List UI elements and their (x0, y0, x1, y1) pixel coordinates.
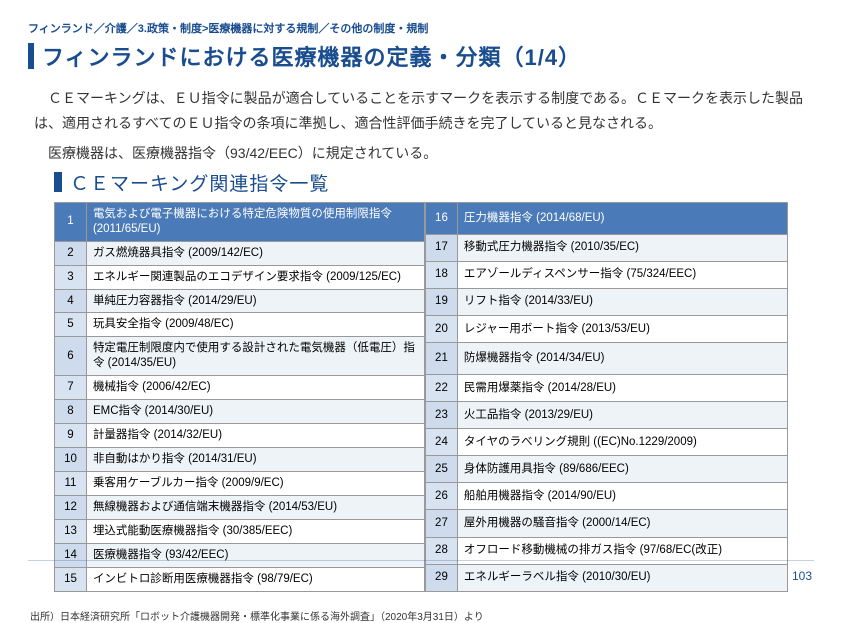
row-text: エネルギーラベル指令 (2010/30/EU) (457, 564, 787, 591)
row-text: レジャー用ボート指令 (2013/53/EU) (457, 316, 787, 343)
breadcrumb: フィンランド／介護／3.政策・制度>医療機器に対する規制／その他の制度・規制 (28, 20, 814, 36)
row-text: 火工品指令 (2013/29/EU) (457, 402, 787, 429)
row-text: ガス燃焼器具指令 (2009/142/EC) (86, 241, 424, 265)
row-number: 5 (55, 313, 87, 337)
row-number: 12 (55, 495, 87, 519)
row-number: 19 (425, 288, 457, 315)
directive-table-left: 1電気および電子機器における特定危険物質の使用制限指令 (2011/65/EU)… (54, 202, 425, 592)
row-number: 27 (425, 510, 457, 537)
table-row: 20レジャー用ボート指令 (2013/53/EU) (425, 316, 787, 343)
row-number: 10 (55, 448, 87, 472)
row-number: 18 (425, 261, 457, 288)
row-text: EMC指令 (2014/30/EU) (86, 400, 424, 424)
row-text: 船舶用機器指令 (2014/90/EU) (457, 483, 787, 510)
subsection-bar-icon (54, 172, 62, 192)
table-row: 9計量器指令 (2014/32/EU) (55, 424, 425, 448)
row-number: 6 (55, 337, 87, 376)
row-text: エネルギー関連製品のエコデザイン要求指令 (2009/125/EC) (86, 265, 424, 289)
table-row: 14医療機器指令 (93/42/EEC) (55, 543, 425, 567)
row-number: 7 (55, 376, 87, 400)
page-number: 103 (792, 569, 812, 583)
row-number: 26 (425, 483, 457, 510)
table-row: 5玩具安全指令 (2009/48/EC) (55, 313, 425, 337)
row-text: リフト指令 (2014/33/EU) (457, 288, 787, 315)
row-number: 4 (55, 289, 87, 313)
table-row: 6特定電圧制限度内で使用する設計された電気機器（低電圧）指令 (2014/35/… (55, 337, 425, 376)
table-row: 26船舶用機器指令 (2014/90/EU) (425, 483, 787, 510)
row-number: 13 (55, 519, 87, 543)
intro-paragraph: ＣＥマーキングは、ＥＵ指令に製品が適合していることを示すマークを表示する制度であ… (34, 86, 808, 136)
table-row: 18エアゾールディスペンサー指令 (75/324/EEC) (425, 261, 787, 288)
row-text: 電気および電子機器における特定危険物質の使用制限指令 (2011/65/EU) (86, 202, 424, 241)
table-row: 8EMC指令 (2014/30/EU) (55, 400, 425, 424)
row-text: 埋込式能動医療機器指令 (30/385/EEC) (86, 519, 424, 543)
table-row: 4単純圧力容器指令 (2014/29/EU) (55, 289, 425, 313)
row-text: インビトロ診断用医療機器指令 (98/79/EC) (86, 567, 424, 591)
row-number: 17 (425, 234, 457, 261)
footer-rule (28, 560, 814, 561)
table-row: 19リフト指令 (2014/33/EU) (425, 288, 787, 315)
table-row: 7機械指令 (2006/42/EC) (55, 376, 425, 400)
row-text: 移動式圧力機器指令 (2010/35/EC) (457, 234, 787, 261)
directive-tables: 1電気および電子機器における特定危険物質の使用制限指令 (2011/65/EU)… (54, 202, 788, 592)
row-number: 24 (425, 429, 457, 456)
row-number: 1 (55, 202, 87, 241)
table-row: 10非自動はかり指令 (2014/31/EU) (55, 448, 425, 472)
table-row: 3エネルギー関連製品のエコデザイン要求指令 (2009/125/EC) (55, 265, 425, 289)
table-row: 23火工品指令 (2013/29/EU) (425, 402, 787, 429)
row-text: 特定電圧制限度内で使用する設計された電気機器（低電圧）指令 (2014/35/E… (86, 337, 424, 376)
row-text: 民需用爆薬指令 (2014/28/EU) (457, 375, 787, 402)
row-number: 15 (55, 567, 87, 591)
row-number: 20 (425, 316, 457, 343)
row-text: 防爆機器指令 (2014/34/EU) (457, 343, 787, 375)
row-number: 2 (55, 241, 87, 265)
title-row: フィンランドにおける医療機器の定義・分類（1/4） (28, 40, 814, 72)
table-row: 11乗客用ケーブルカー指令 (2009/9/EC) (55, 472, 425, 496)
page-title: フィンランドにおける医療機器の定義・分類（1/4） (42, 40, 581, 72)
row-text: 身体防護用具指令 (89/686/EEC) (457, 456, 787, 483)
row-number: 22 (425, 375, 457, 402)
row-text: 計量器指令 (2014/32/EU) (86, 424, 424, 448)
table-row: 24タイヤのラべリング規則 ((EC)No.1229/2009) (425, 429, 787, 456)
row-number: 25 (425, 456, 457, 483)
table-row: 17移動式圧力機器指令 (2010/35/EC) (425, 234, 787, 261)
table-row: 15インビトロ診断用医療機器指令 (98/79/EC) (55, 567, 425, 591)
row-number: 3 (55, 265, 87, 289)
row-number: 9 (55, 424, 87, 448)
row-number: 11 (55, 472, 87, 496)
row-number: 16 (425, 202, 457, 234)
table-row: 25身体防護用具指令 (89/686/EEC) (425, 456, 787, 483)
row-number: 29 (425, 564, 457, 591)
row-text: 無線機器および通信端末機器指令 (2014/53/EU) (86, 495, 424, 519)
subsection-row: ＣＥマーキング関連指令一覧 (54, 169, 814, 196)
row-text: 圧力機器指令 (2014/68/EU) (457, 202, 787, 234)
table-row: 29エネルギーラベル指令 (2010/30/EU) (425, 564, 787, 591)
row-text: 玩具安全指令 (2009/48/EC) (86, 313, 424, 337)
table-row: 27屋外用機器の騒音指令 (2000/14/EC) (425, 510, 787, 537)
row-text: 機械指令 (2006/42/EC) (86, 376, 424, 400)
subintro-paragraph: 医療機器は、医療機器指令（93/42/EEC）に規定されている。 (48, 142, 808, 164)
row-text: 医療機器指令 (93/42/EEC) (86, 543, 424, 567)
table-row: 2ガス燃焼器具指令 (2009/142/EC) (55, 241, 425, 265)
row-text: 非自動はかり指令 (2014/31/EU) (86, 448, 424, 472)
row-number: 8 (55, 400, 87, 424)
row-text: 屋外用機器の騒音指令 (2000/14/EC) (457, 510, 787, 537)
row-number: 14 (55, 543, 87, 567)
row-number: 23 (425, 402, 457, 429)
directive-table-right: 16圧力機器指令 (2014/68/EU)17移動式圧力機器指令 (2010/3… (425, 202, 788, 592)
row-text: 乗客用ケーブルカー指令 (2009/9/EC) (86, 472, 424, 496)
row-number: 21 (425, 343, 457, 375)
subsection-title: ＣＥマーキング関連指令一覧 (70, 169, 329, 196)
table-row: 16圧力機器指令 (2014/68/EU) (425, 202, 787, 234)
table-row: 21防爆機器指令 (2014/34/EU) (425, 343, 787, 375)
title-bar-icon (28, 43, 34, 69)
source-note: 出所）日本経済研究所「ロボット介護機器開発・標準化事業に係る海外調査」（2020… (30, 608, 814, 623)
row-text: タイヤのラべリング規則 ((EC)No.1229/2009) (457, 429, 787, 456)
table-row: 22民需用爆薬指令 (2014/28/EU) (425, 375, 787, 402)
table-row: 13埋込式能動医療機器指令 (30/385/EEC) (55, 519, 425, 543)
table-row: 12無線機器および通信端末機器指令 (2014/53/EU) (55, 495, 425, 519)
row-text: 単純圧力容器指令 (2014/29/EU) (86, 289, 424, 313)
table-row: 1電気および電子機器における特定危険物質の使用制限指令 (2011/65/EU) (55, 202, 425, 241)
row-text: エアゾールディスペンサー指令 (75/324/EEC) (457, 261, 787, 288)
